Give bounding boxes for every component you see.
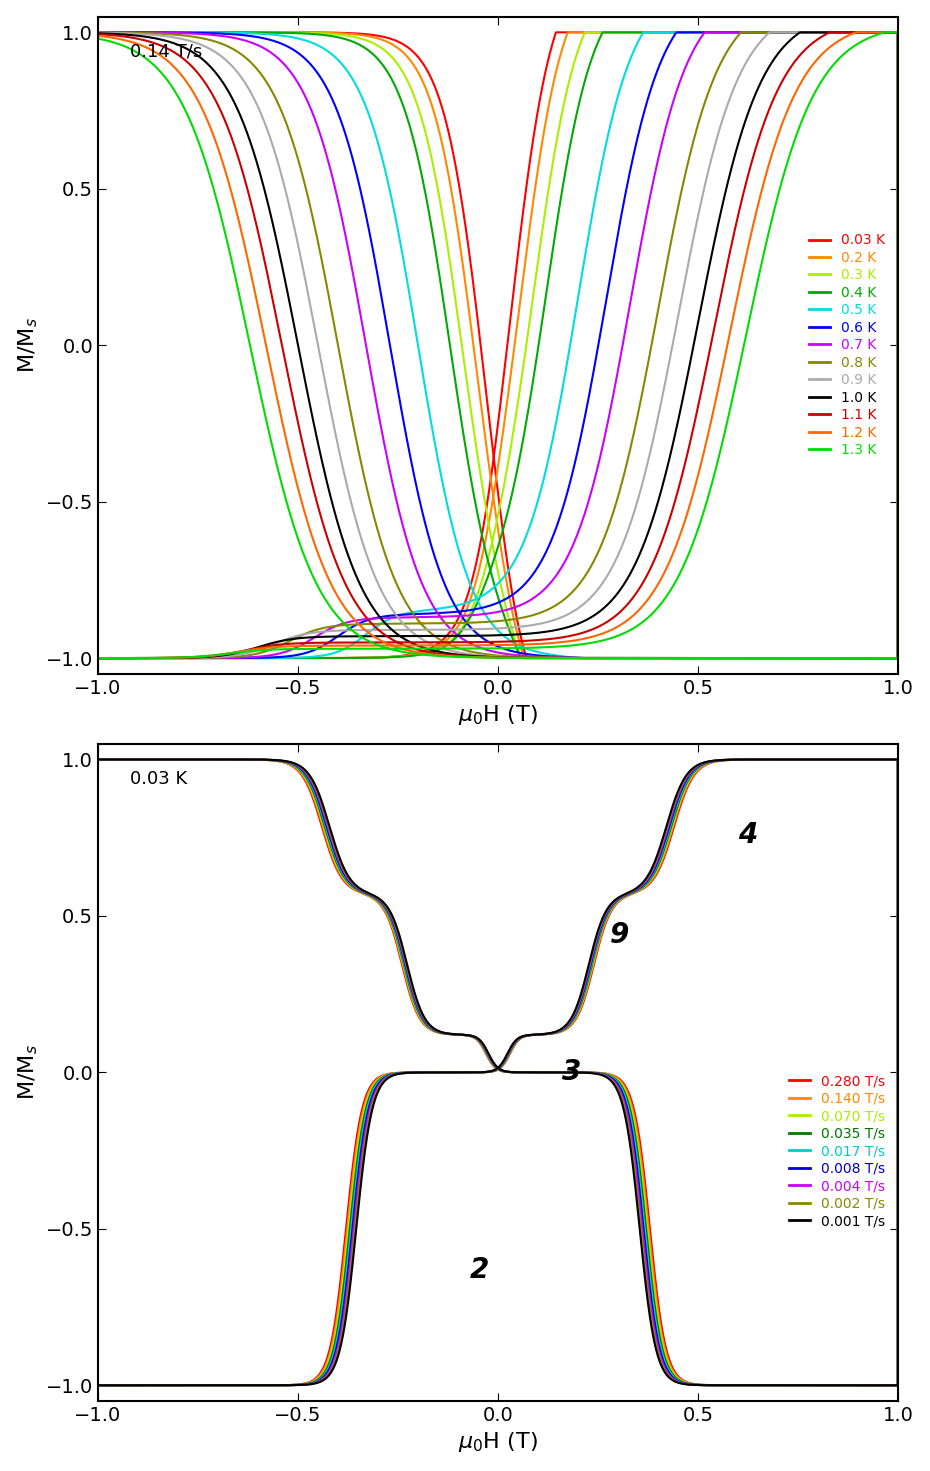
Text: 0.03 K: 0.03 K — [130, 771, 187, 788]
Y-axis label: M/M$_s$: M/M$_s$ — [17, 1044, 40, 1100]
Text: 4: 4 — [737, 821, 757, 849]
Text: 9: 9 — [610, 921, 630, 949]
Text: 0.14 T/s: 0.14 T/s — [130, 43, 203, 60]
Y-axis label: M/M$_s$: M/M$_s$ — [17, 318, 40, 374]
Legend: 0.280 T/s, 0.140 T/s, 0.070 T/s, 0.035 T/s, 0.017 T/s, 0.008 T/s, 0.004 T/s, 0.0: 0.280 T/s, 0.140 T/s, 0.070 T/s, 0.035 T… — [784, 1069, 891, 1234]
X-axis label: $\mu_0$H (T): $\mu_0$H (T) — [458, 1430, 538, 1455]
Text: 3: 3 — [562, 1058, 581, 1087]
X-axis label: $\mu_0$H (T): $\mu_0$H (T) — [458, 703, 538, 727]
Legend: 0.03 K, 0.2 K, 0.3 K, 0.4 K, 0.5 K, 0.6 K, 0.7 K, 0.8 K, 0.9 K, 1.0 K, 1.1 K, 1.: 0.03 K, 0.2 K, 0.3 K, 0.4 K, 0.5 K, 0.6 … — [804, 228, 891, 462]
Text: 2: 2 — [470, 1256, 489, 1284]
